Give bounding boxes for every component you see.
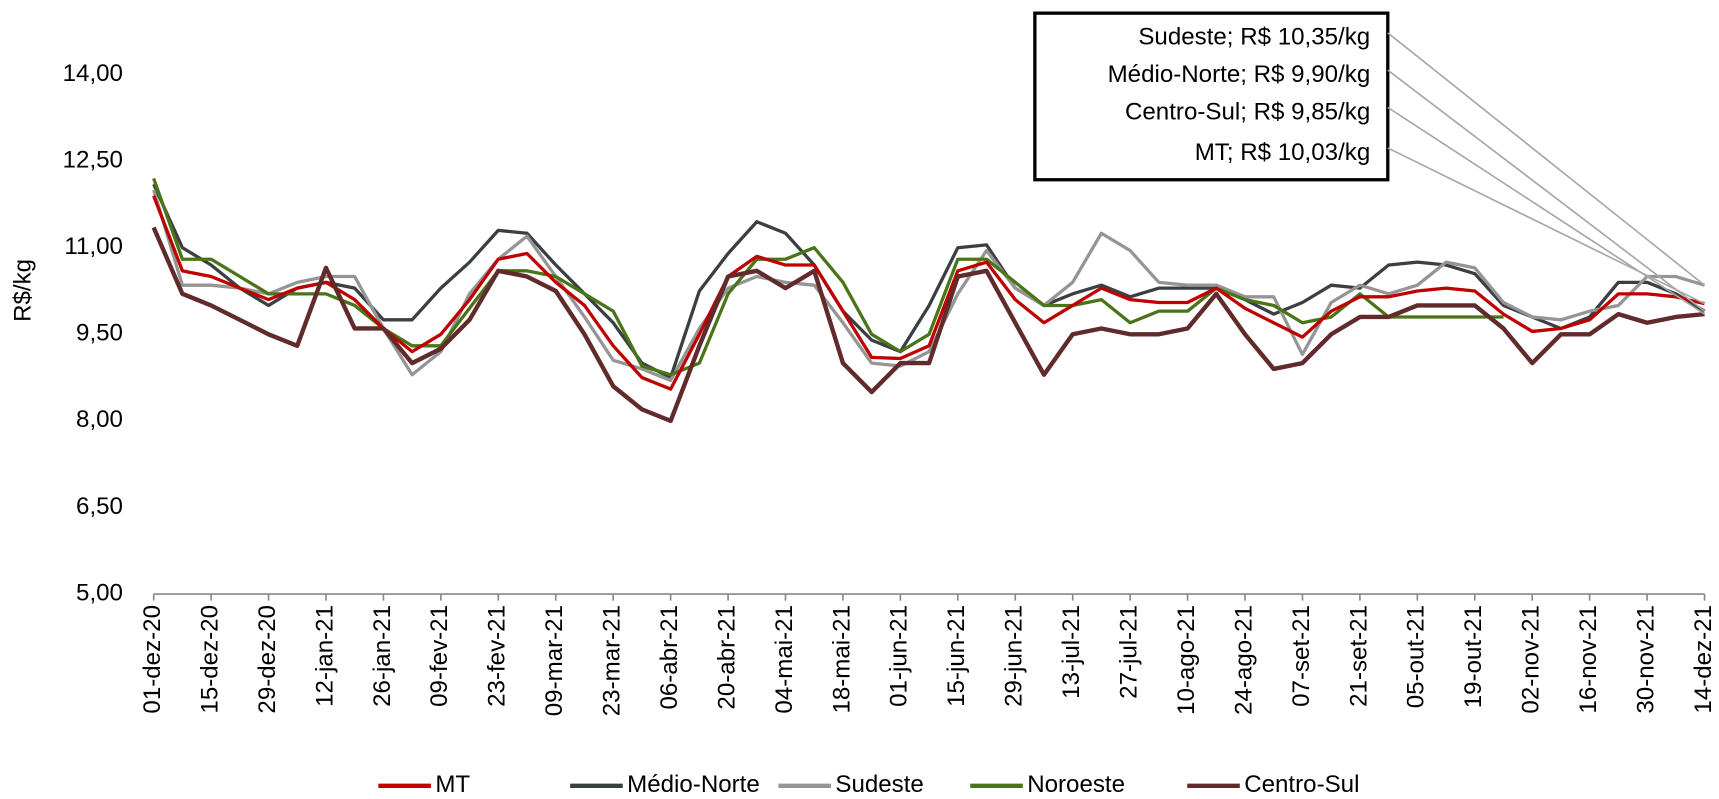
y-tick-label: 5,00 [76,579,123,606]
series-line [152,195,1705,391]
x-tick-label: 18-mai-21 [828,605,855,714]
legend-label: Médio-Norte [627,771,760,798]
x-tick-label: 23-mar-21 [599,605,626,716]
x-tick-label: 10-ago-21 [1173,605,1200,715]
x-tick-label: 29-dez-20 [254,605,281,714]
x-tick-label: 01-jun-21 [886,605,913,707]
y-tick-label: 9,50 [76,320,123,347]
x-tick-label: 21-set-21 [1345,605,1372,707]
x-tick-label: 15-jun-21 [943,605,970,707]
leader-line [1387,32,1706,286]
callout-label: Médio-Norte; R$ 9,90/kg [1108,61,1371,88]
x-tick-label: 02-nov-21 [1518,605,1545,714]
x-tick-label: 20-abr-21 [713,605,740,710]
callout-box [1033,11,1390,182]
x-tick-label: 01-dez-20 [139,605,166,714]
y-tick-label: 6,50 [76,493,123,520]
x-tick-label: 06-abr-21 [656,605,683,710]
x-tick-label: 04-mai-21 [771,605,798,714]
x-tick-label: 12-jan-21 [311,605,338,707]
x-tick-label: 09-mar-21 [541,605,568,716]
leader-line [1387,147,1705,305]
legend-label: Sudeste [835,771,923,798]
leader-line [1387,106,1705,315]
x-tick-label: 27-jul-21 [1116,605,1143,699]
y-axis-label: R$/kg [10,259,37,322]
callout-label: MT; R$ 10,03/kg [1195,139,1371,166]
legend-label: MT [435,771,470,798]
leader-line [1387,69,1706,312]
x-tick-label: 30-nov-21 [1632,605,1659,714]
x-tick-label: 19-out-21 [1460,605,1487,708]
series-line [152,183,1706,380]
x-tick-label: 16-nov-21 [1575,605,1602,714]
callout-label: Centro-Sul; R$ 9,85/kg [1125,98,1370,125]
x-tick-label: 29-jun-21 [1001,605,1028,707]
x-tick-label: 24-ago-21 [1230,605,1257,715]
series-line [151,226,1705,424]
x-tick-label: 15-dez-20 [196,605,223,714]
series-line [152,189,1706,383]
callout-label: Sudeste; R$ 10,35/kg [1138,24,1370,51]
x-tick-label: 07-set-21 [1288,605,1315,707]
y-tick-label: 12,50 [63,146,123,173]
legend-label: Noroeste [1027,771,1125,798]
y-tick-label: 11,00 [64,233,123,260]
x-tick-label: 26-jan-21 [369,605,396,707]
y-tick-label: 14,00 [63,60,123,87]
x-tick-label: 23-fev-21 [484,605,511,707]
x-tick-label: 05-out-21 [1403,605,1430,708]
y-tick-label: 8,00 [76,406,123,433]
x-tick-label: 13-jul-21 [1058,605,1085,699]
legend-label: Centro-Sul [1244,771,1359,798]
x-tick-label: 09-fev-21 [426,605,453,707]
x-tick-label: 14-dez-21 [1690,605,1717,714]
